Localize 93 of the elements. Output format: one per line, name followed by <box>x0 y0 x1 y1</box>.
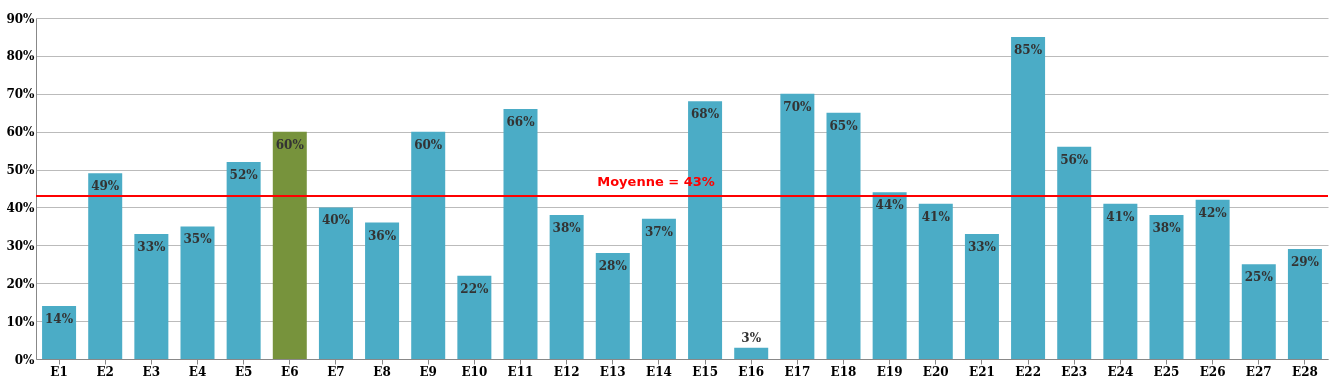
data-label: 41% <box>921 209 951 224</box>
x-tick-label: E25 <box>1153 364 1180 379</box>
bar <box>318 207 353 359</box>
x-tick-label: E20 <box>922 364 949 379</box>
data-label: 66% <box>506 114 536 129</box>
data-label: 33% <box>967 239 997 254</box>
x-tick-label: E9 <box>419 364 437 379</box>
x-tick-label: E2 <box>96 364 114 379</box>
x-tick-label: E19 <box>876 364 903 379</box>
x-tick-label: E16 <box>738 364 765 379</box>
y-tick-label: 60% <box>6 125 36 140</box>
y-tick-label: 30% <box>6 238 36 253</box>
y-tick-label: 20% <box>6 276 36 291</box>
data-label: 25% <box>1244 270 1274 285</box>
x-tick-label: E17 <box>784 364 811 379</box>
x-tick-label: E18 <box>830 364 857 379</box>
x-tick-label: E15 <box>692 364 718 379</box>
data-label: 41% <box>1106 209 1135 224</box>
x-tick-label: E24 <box>1107 364 1134 379</box>
bar <box>1011 36 1046 359</box>
x-tick-label: E22 <box>1015 364 1041 379</box>
x-tick-label: E5 <box>234 364 253 379</box>
data-label: 60% <box>414 137 443 152</box>
x-tick-label: E8 <box>373 364 391 379</box>
data-label: 70% <box>783 99 812 114</box>
bar <box>872 192 907 359</box>
y-tick-label: 50% <box>6 163 36 178</box>
bar <box>272 131 307 359</box>
y-tick-label: 80% <box>6 49 36 64</box>
bar <box>918 203 953 359</box>
x-tick-label: E12 <box>553 364 580 379</box>
x-tick-label: E26 <box>1199 364 1226 379</box>
bar <box>1195 199 1230 359</box>
data-label: 85% <box>1014 42 1043 57</box>
data-label: 14% <box>45 311 74 326</box>
data-label: 49% <box>91 179 120 194</box>
data-label: 29% <box>1290 255 1320 270</box>
bar <box>1149 215 1184 359</box>
x-tick-label: E21 <box>969 364 995 379</box>
bar <box>503 108 538 359</box>
data-label: 68% <box>691 107 720 122</box>
bar <box>734 347 769 359</box>
y-tick-label: 40% <box>6 200 36 215</box>
x-tick-label: E3 <box>142 364 161 379</box>
bar <box>595 252 630 359</box>
y-tick-label: 10% <box>6 314 36 329</box>
bar <box>134 233 169 359</box>
bar <box>411 131 446 359</box>
data-label: 33% <box>137 239 166 254</box>
data-label: 60% <box>275 137 305 152</box>
data-label: 35% <box>183 232 213 247</box>
x-tick-label: E4 <box>188 364 207 379</box>
bar <box>1103 203 1138 359</box>
y-tick-label: 70% <box>6 87 36 102</box>
bar <box>549 215 584 359</box>
bar <box>88 173 123 359</box>
x-tick-label: E10 <box>461 364 488 379</box>
bar <box>964 233 999 359</box>
bar <box>826 112 861 359</box>
data-label: 40% <box>321 213 351 228</box>
x-tick-label: E1 <box>50 364 68 379</box>
data-label: 38% <box>1152 221 1182 236</box>
bar <box>1057 146 1092 359</box>
y-tick-label: 0% <box>14 352 36 367</box>
x-tick-label: E11 <box>507 364 534 379</box>
data-label: 37% <box>644 224 674 239</box>
x-tick-label: E13 <box>599 364 626 379</box>
bar <box>365 222 400 359</box>
x-tick-label: E7 <box>327 364 345 379</box>
data-label: 42% <box>1198 205 1228 220</box>
bar <box>180 226 215 359</box>
data-label: 28% <box>598 258 628 273</box>
data-label: 44% <box>875 198 905 213</box>
x-tick-label: E27 <box>1245 364 1272 379</box>
data-label: 56% <box>1060 152 1089 167</box>
data-label: 38% <box>552 221 582 236</box>
x-tick-label: E28 <box>1292 364 1318 379</box>
bar <box>457 275 492 359</box>
x-tick-label: E6 <box>281 364 299 379</box>
y-tick-label: 90% <box>6 11 36 26</box>
x-tick-label: E14 <box>646 364 672 379</box>
data-label: 65% <box>829 118 859 133</box>
data-label: 52% <box>229 167 259 182</box>
x-tick-label: E23 <box>1061 364 1088 379</box>
bar <box>1241 264 1276 359</box>
bar <box>42 305 77 359</box>
data-label: 3% <box>741 330 762 345</box>
data-label: 22% <box>460 281 489 296</box>
bar <box>641 218 676 359</box>
data-label: 36% <box>368 228 397 243</box>
bar <box>780 93 815 359</box>
bar <box>1287 249 1322 359</box>
bar <box>226 161 261 359</box>
